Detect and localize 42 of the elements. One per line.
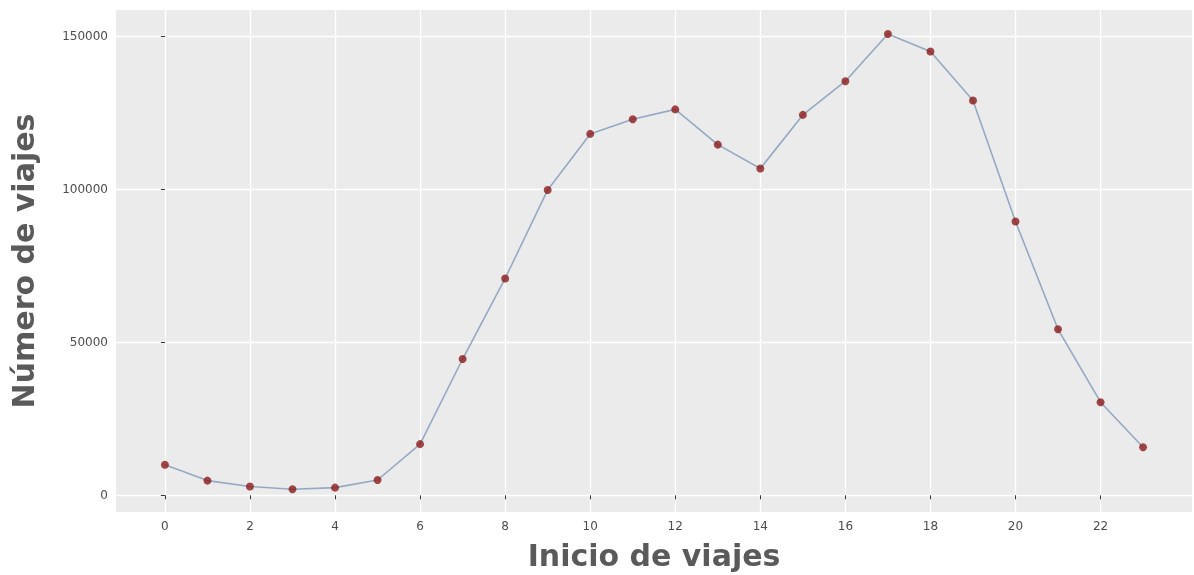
point: [713, 140, 722, 149]
y-tick-label: 0: [100, 488, 108, 503]
point: [1139, 443, 1148, 452]
x-tick-label: 22: [1092, 519, 1109, 533]
point: [798, 110, 807, 119]
x-tick-label: 14: [752, 519, 768, 533]
point: [926, 47, 935, 56]
point: [501, 274, 510, 283]
y-tick-label: 100000: [62, 182, 108, 197]
x-tick-label: 2: [246, 519, 254, 533]
point: [373, 476, 382, 484]
x-axis-title: Inicio de viajes: [527, 537, 781, 573]
point: [203, 476, 212, 485]
point: [458, 355, 467, 364]
point: [1011, 217, 1020, 226]
point: [160, 460, 169, 469]
point: [756, 164, 765, 173]
y-axis-title: Número de viajes: [5, 113, 41, 409]
x-tick-label: 8: [501, 519, 509, 533]
point: [288, 485, 297, 494]
x-tick-label: 18: [922, 519, 939, 533]
x-tick-label: 6: [416, 519, 424, 533]
x-tick-label: 16: [837, 519, 854, 533]
y-tick-label: 150000: [62, 28, 108, 43]
y-tick-label: 50000: [69, 335, 108, 350]
point: [1096, 398, 1105, 407]
point: [1054, 325, 1063, 334]
point: [331, 483, 340, 492]
point: [416, 440, 425, 449]
x-tick-label: 4: [331, 519, 339, 533]
x-tick-label: 20: [1007, 519, 1024, 533]
x-tick-label: 10: [582, 519, 598, 533]
point: [245, 482, 254, 491]
x-tick-label: 12: [667, 519, 683, 533]
x-tick-label: 0: [161, 519, 169, 533]
point: [968, 96, 977, 105]
point: [543, 185, 552, 194]
point: [628, 115, 637, 124]
point: [883, 30, 892, 39]
point: [671, 105, 680, 114]
point: [586, 129, 595, 138]
point: [841, 77, 850, 86]
